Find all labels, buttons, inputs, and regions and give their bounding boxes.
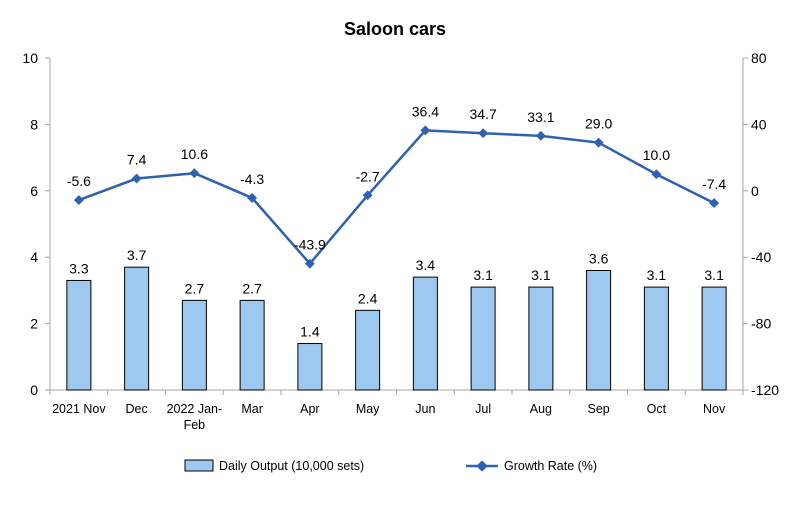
bar (470, 286, 496, 391)
line-point (420, 125, 431, 136)
line-point (362, 190, 373, 201)
line-value-label: -7.4 (702, 176, 726, 192)
bar-value-label: 3.1 (704, 267, 724, 283)
bar (239, 299, 265, 391)
x-tick-label: May (356, 402, 380, 416)
bar (355, 309, 381, 391)
left-tick-label: 2 (30, 316, 38, 332)
chart-title: Saloon cars (344, 19, 446, 39)
bar-series (66, 266, 727, 391)
x-tick-label: Oct (647, 402, 667, 416)
bar-value-label: 2.7 (242, 280, 262, 296)
bar (643, 286, 669, 391)
line-point (651, 169, 662, 180)
line-value-label: 29.0 (585, 116, 612, 132)
x-tick-label: Dec (126, 402, 148, 416)
legend-bar-swatch (184, 459, 214, 472)
right-tick-label: 40 (751, 116, 767, 132)
line-value-label: 34.7 (470, 106, 497, 122)
line-value-label: 10.0 (643, 147, 670, 163)
x-tick-label: Feb (184, 418, 206, 432)
left-tick-label: 8 (30, 116, 38, 132)
data-labels: 3.3 3.7 2.7 2.7 1.4 2.4 3.4 3.1 3.1 3.6 3.1 3.1 -5.6… (67, 103, 727, 339)
legend: Daily Output (10,000 sets) Growth Rate (… (184, 459, 597, 473)
bar-value-label: 3.1 (647, 267, 667, 283)
left-tick-label: 6 (30, 183, 38, 199)
x-tick-label: Sep (588, 402, 610, 416)
line-point (593, 137, 604, 148)
bar-value-label: 3.3 (69, 260, 89, 276)
line-value-label: 10.6 (181, 146, 208, 162)
x-tick-label: Aug (530, 402, 552, 416)
bar (412, 276, 438, 391)
x-tick-label: 2022 Jan- (167, 402, 223, 416)
bar-value-label: 1.4 (300, 324, 320, 340)
right-tick-label: -40 (751, 249, 771, 265)
x-tick-label: Apr (300, 402, 319, 416)
bar-value-label: 3.1 (473, 267, 493, 283)
line-value-label: -4.3 (240, 171, 264, 187)
line-point (189, 168, 200, 179)
line-value-label: -43.9 (294, 237, 326, 253)
line-value-label: -2.7 (356, 168, 380, 184)
line-point (535, 130, 546, 141)
x-tick-label: Jul (475, 402, 491, 416)
line-value-label: -5.6 (67, 173, 91, 189)
left-tick-label: 0 (30, 382, 38, 398)
legend-line-label: Growth Rate (%) (504, 459, 597, 473)
line-series (73, 125, 720, 269)
left-tick-label: 4 (30, 249, 38, 265)
line-value-label: 33.1 (527, 109, 554, 125)
x-tick-label: Mar (241, 402, 263, 416)
bar (701, 286, 727, 391)
x-tick-label: Nov (703, 402, 726, 416)
line-point (247, 192, 258, 203)
legend-line-marker (476, 460, 488, 472)
axes: 0 2 4 6 8 10 -120 -80 -40 0 40 80 2021 Nov Dec 2022 Ja… (22, 50, 779, 432)
bar (586, 269, 612, 391)
bar-value-label: 3.1 (531, 267, 551, 283)
right-tick-label: -80 (751, 316, 771, 332)
line-point (304, 258, 315, 269)
right-tick-label: 80 (751, 50, 767, 66)
bar-value-label: 3.7 (127, 247, 147, 263)
left-tick-label: 10 (22, 50, 38, 66)
bar-value-label: 2.4 (358, 290, 378, 306)
bar (528, 286, 554, 391)
legend-bar-label: Daily Output (10,000 sets) (219, 459, 364, 473)
bar (124, 266, 150, 391)
bar (181, 299, 207, 391)
right-tick-label: 0 (751, 183, 759, 199)
bar-value-label: 2.7 (185, 280, 205, 296)
bar-value-label: 3.6 (589, 250, 609, 266)
bar-value-label: 3.4 (416, 257, 436, 273)
x-tick-label: Jun (415, 402, 435, 416)
x-tick-label: 2021 Nov (52, 402, 106, 416)
line-point (73, 195, 84, 206)
growth-line (78, 129, 715, 265)
right-tick-label: -120 (751, 382, 779, 398)
line-value-label: 36.4 (412, 103, 439, 119)
line-point (709, 198, 720, 209)
bar (297, 343, 323, 391)
line-value-label: 7.4 (127, 152, 147, 168)
line-point (131, 173, 142, 184)
line-point (478, 128, 489, 139)
bar (66, 279, 92, 391)
